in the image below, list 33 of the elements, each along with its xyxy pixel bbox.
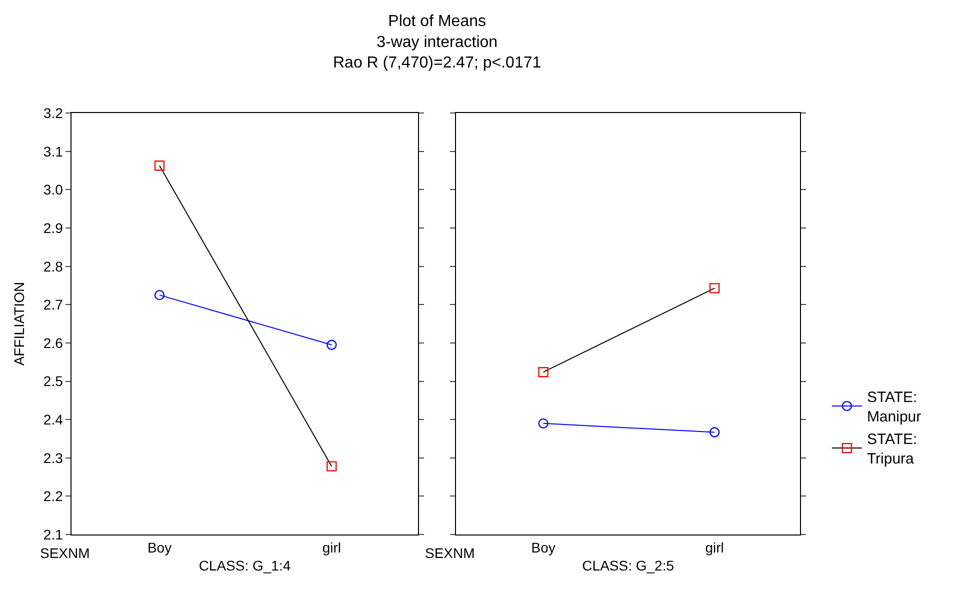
text: SEXNM (425, 545, 475, 561)
x-tick-label: Boy (531, 539, 556, 556)
point (538, 418, 548, 429)
y-tick-label: 3.1 (43, 143, 64, 160)
text: SEXNM (40, 545, 90, 561)
legend-label: STATE: Manipur (866, 389, 922, 426)
point (538, 366, 548, 378)
chart-title: Plot of Means (388, 13, 486, 30)
x-tick-label: girl (322, 539, 342, 556)
y-tick-label: 2.9 (43, 220, 64, 236)
legend-label: STATE: Tripura (866, 431, 918, 468)
y-tick-label: 2.4 (43, 411, 64, 428)
x-tick-label: Boy (147, 539, 172, 556)
y-tick-label: 2.8 (43, 258, 64, 274)
y-tick-label: 2.3 (43, 450, 64, 466)
y-tick-label: 2.7 (43, 296, 64, 313)
point (709, 283, 720, 294)
point (154, 290, 165, 300)
y-tick-label: 2.2 (43, 488, 64, 504)
point (326, 340, 337, 350)
y-axis-title: AFFILIATION (11, 282, 28, 366)
x-tick-label: girl (705, 539, 724, 556)
point (326, 461, 337, 472)
y-tick-label: 2.1 (43, 526, 64, 542)
y-tick-label: 3.2 (43, 105, 64, 122)
point (709, 427, 720, 438)
chart-subtitle: 3-way interaction Rao R (7,470)=2.47; p<.0171 (333, 34, 542, 72)
x-axis-title: CLASS: G_1:4 (198, 558, 291, 574)
point (154, 160, 165, 171)
y-tick-label: 2.6 (43, 334, 64, 351)
x-axis-title: CLASS: G_2:5 (582, 558, 674, 574)
y-tick-label: 2.5 (43, 373, 64, 390)
y-tick-label: 3.0 (43, 182, 64, 198)
